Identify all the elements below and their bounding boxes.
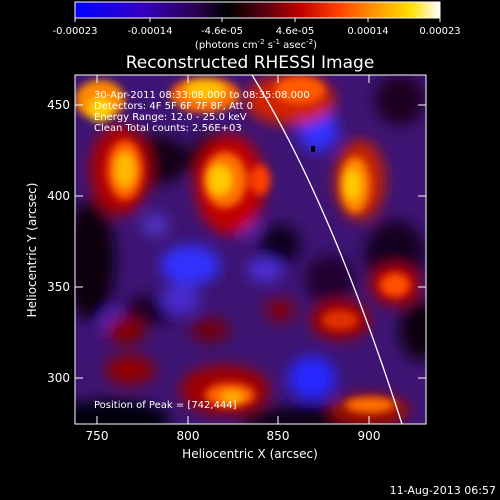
x-tick-label: 900 [358,429,381,443]
info-line: Clean Total counts: 2.56E+03 [94,123,242,134]
rhessi-image-panel: 30-Apr-2011 08:33:08.000 to 08:35:08.000… [25,74,427,461]
peak-position-label: Position of Peak = [742,444] [94,400,237,411]
x-axis-label: Heliocentric X (arcsec) [182,447,318,461]
colorbar-tick-label: 0.00023 [419,26,460,37]
y-tick-label: 350 [47,280,70,294]
colorbar-units: (photons cm-2 s-1 asec-2) [195,38,317,51]
footer-date: 11-Aug-2013 06:57 [390,484,496,497]
colorbar-gradient [74,1,441,19]
colorbar-tick-label: 0.00014 [347,26,388,37]
x-axis-ticks [96,75,370,424]
solar-limb-line [251,75,403,424]
info-line: 30-Apr-2011 08:33:08.000 to 08:35:08.000 [94,90,310,101]
y-tick-label: 300 [47,371,70,385]
image-title: Reconstructed RHESSI Image [126,53,375,73]
y-tick-label: 450 [47,98,70,112]
info-line: Detectors: 4F 5F 6F 7F 8F, Att 0 [94,101,253,112]
heatmap [75,75,426,424]
peak-marker [311,146,315,152]
colorbar-tick-label: 4.6e-05 [276,26,314,37]
colorbar-tick-label: -0.00023 [53,26,98,37]
plot-frame [74,74,427,425]
y-tick-label: 400 [47,189,70,203]
x-tick-label: 800 [177,429,200,443]
x-tick-label: 750 [86,429,109,443]
y-axis-label: Heliocentric Y (arcsec) [25,183,39,318]
info-line: Energy Range: 12.0 - 25.0 keV [94,112,247,123]
x-tick-label: 850 [267,429,290,443]
colorbar-tick-label: -4.6e-05 [201,26,243,37]
y-axis-ticks [75,104,426,379]
colorbar: -0.00023 -0.00014 -4.6e-05 4.6e-05 0.000… [53,1,461,51]
colorbar-ticks [74,18,441,22]
colorbar-tick-label: -0.00014 [128,26,173,37]
